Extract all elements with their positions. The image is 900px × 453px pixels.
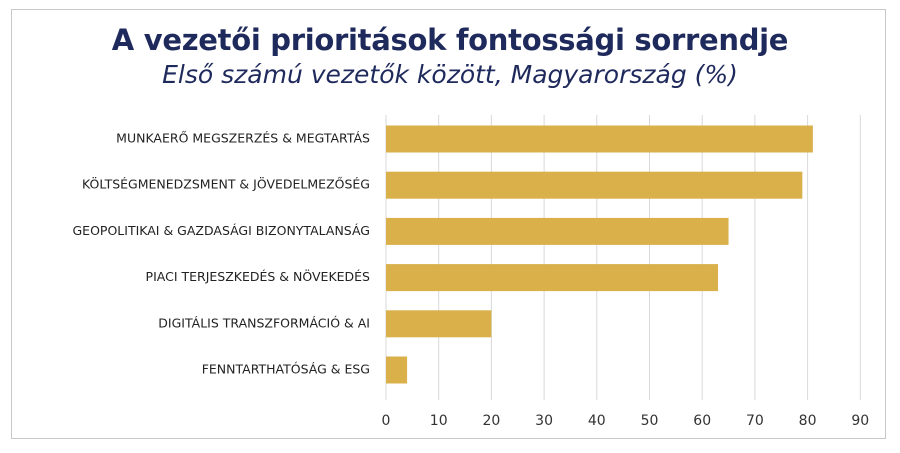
category-label: GEOPOLITIKAI & GAZDASÁGI BIZONYTALANSÁG	[73, 223, 371, 238]
bar	[386, 310, 492, 338]
x-tick-label: 80	[799, 413, 817, 429]
bar	[386, 217, 729, 245]
bar	[386, 171, 803, 199]
category-labels: MUNKAERŐ MEGSZERZÉS & MEGTARTÁS KÖLTSÉGME…	[73, 131, 371, 377]
category-label: MUNKAERŐ MEGSZERZÉS & MEGTARTÁS	[116, 131, 370, 146]
x-tick-label: 0	[382, 413, 391, 429]
chart-frame	[11, 9, 886, 439]
category-label: KÖLTSÉGMENEDZSMENT & JÖVEDELMEZŐSÉG	[82, 176, 370, 192]
x-tick-label: 10	[430, 413, 448, 429]
x-tick-label: 20	[482, 413, 500, 429]
x-tick-label: 30	[535, 413, 553, 429]
bar	[386, 125, 813, 153]
x-tick-label: 40	[588, 413, 606, 429]
x-tick-label: 90	[851, 413, 869, 429]
x-tick-labels: 0 10 20 30 40 50 60 70 80 90	[382, 413, 870, 429]
chart-title: A vezetői prioritások fontossági sorrend…	[111, 23, 789, 57]
x-tick-label: 60	[693, 413, 711, 429]
chart-subtitle: Első számú vezetők között, Magyarország …	[162, 60, 738, 89]
x-tick-label: 50	[641, 413, 659, 429]
bar	[386, 356, 408, 384]
bars	[386, 125, 813, 384]
category-label: PIACI TERJESZKEDÉS & NÖVEKEDÉS	[146, 268, 371, 284]
bar	[386, 264, 719, 292]
gridlines	[385, 115, 861, 400]
category-label: DIGITÁLIS TRANSZFORMÁCIÓ & AI	[158, 315, 370, 330]
x-tick-label: 70	[746, 413, 764, 429]
category-label: FENNTARTHATÓSÁG & ESG	[202, 362, 370, 377]
